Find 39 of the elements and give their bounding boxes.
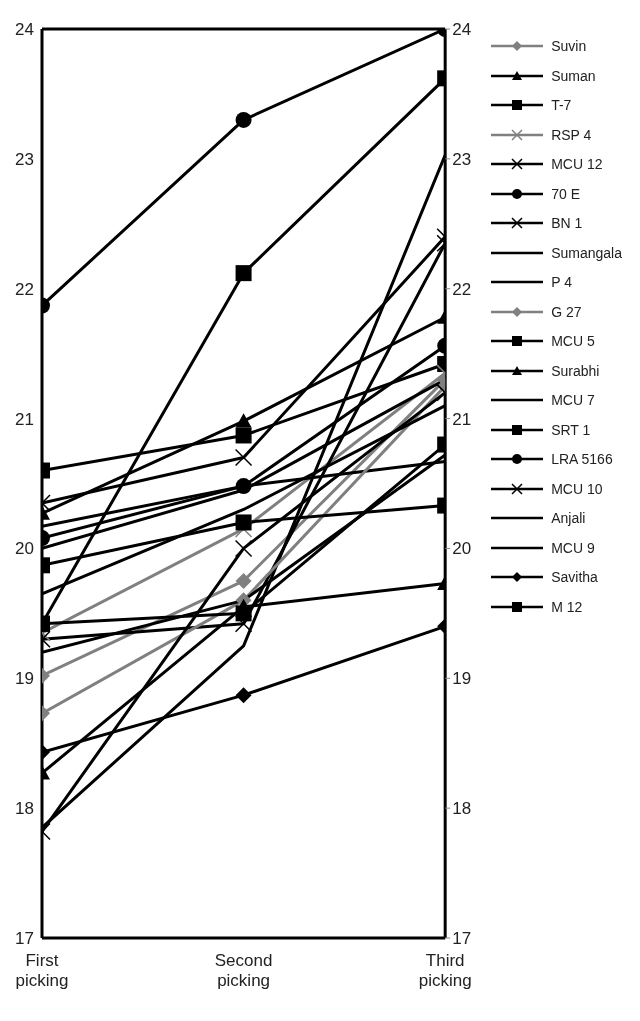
legend-label: T-7 bbox=[551, 97, 572, 113]
y2-tick-label: 22 bbox=[452, 279, 472, 299]
legend-label: MCU 10 bbox=[551, 480, 603, 497]
legend-label: P 4 bbox=[551, 274, 572, 290]
legend-label: BN 1 bbox=[551, 215, 583, 231]
y-tick-label: 18 bbox=[15, 799, 34, 819]
legend-label: Suvin bbox=[551, 38, 587, 54]
legend-label: MCU 7 bbox=[551, 392, 595, 408]
legend-label: M 12 bbox=[551, 598, 583, 615]
legend-label: Sumangala bbox=[551, 244, 622, 261]
x-tick-label: Third picking bbox=[418, 951, 472, 990]
y2-tick-label: 19 bbox=[452, 669, 472, 689]
x-tick-label: Second picking bbox=[214, 951, 273, 990]
legend-label: MCU 5 bbox=[551, 333, 595, 349]
y-tick-label: 17 bbox=[15, 929, 34, 949]
legend-label: SRT 1 bbox=[551, 421, 591, 438]
y-tick-label: 19 bbox=[15, 669, 34, 689]
y-tick-label: 20 bbox=[15, 539, 34, 559]
legend-label: Anjali bbox=[551, 510, 586, 526]
legend-label: Savitha bbox=[551, 569, 598, 585]
legend-label: MCU 12 bbox=[551, 156, 603, 172]
legend-label: G 27 bbox=[551, 303, 582, 320]
legend-label: 70 E bbox=[551, 185, 580, 202]
y2-tick-label: 17 bbox=[452, 929, 472, 949]
legend-label: MCU 9 bbox=[551, 539, 595, 556]
y2-tick-label: 18 bbox=[452, 799, 472, 819]
y2-tick-label: 20 bbox=[452, 539, 472, 559]
y-tick-label: 22 bbox=[15, 279, 34, 299]
legend-label: RSP 4 bbox=[551, 126, 592, 143]
y-tick-label: 21 bbox=[15, 409, 34, 429]
x-tick-label: First picking bbox=[15, 951, 69, 990]
y2-tick-label: 24 bbox=[452, 20, 472, 40]
y-tick-label: 24 bbox=[15, 20, 34, 40]
legend-label: Suman bbox=[551, 67, 596, 84]
y-tick-label: 23 bbox=[15, 149, 34, 169]
y2-tick-label: 21 bbox=[452, 409, 472, 429]
legend-label: Surabhi bbox=[551, 362, 600, 379]
y2-tick-label: 23 bbox=[452, 149, 472, 169]
legend-label: LRA 5166 bbox=[551, 451, 613, 467]
